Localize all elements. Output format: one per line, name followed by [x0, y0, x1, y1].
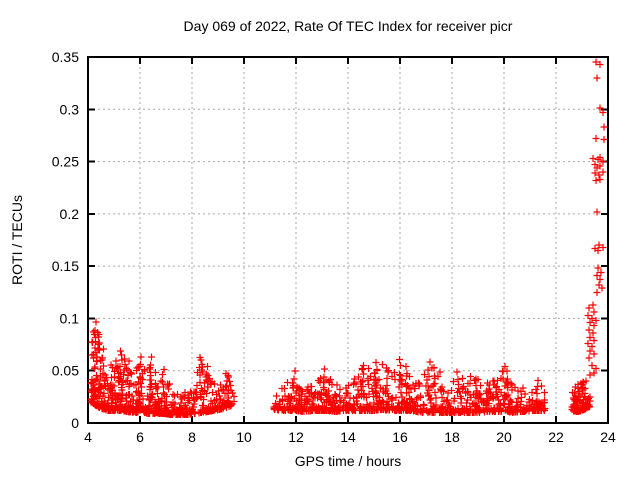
- x-tick-label: 18: [444, 429, 460, 445]
- y-tick-label: 0.2: [60, 206, 80, 222]
- x-tick-label: 8: [188, 429, 196, 445]
- x-tick-label: 4: [84, 429, 92, 445]
- y-tick-label: 0.1: [60, 310, 80, 326]
- y-tick-label: 0.35: [52, 49, 79, 65]
- x-tick-label: 22: [548, 429, 564, 445]
- x-tick-label: 12: [288, 429, 304, 445]
- grid-layer: [88, 57, 608, 423]
- tick-label-layer: 4 6 8 10 12 14 16 18 20 22 24 0 0.05 0.1 0.15 0.2 0.25 0.…: [52, 49, 616, 445]
- tick-layer: [87, 56, 609, 424]
- y-tick-label: 0.15: [52, 258, 79, 274]
- y-tick-label: 0.3: [60, 101, 80, 117]
- x-tick-label: 10: [236, 429, 252, 445]
- roti-data-points: [87, 58, 608, 418]
- points-layer: [87, 58, 608, 418]
- x-tick-label: 20: [496, 429, 512, 445]
- x-axis-label: GPS time / hours: [295, 453, 402, 469]
- chart-title: Day 069 of 2022, Rate Of TEC Index for r…: [184, 18, 513, 34]
- y-tick-label: 0: [71, 415, 79, 431]
- y-axis-label: ROTI / TECUs: [9, 195, 25, 285]
- y-tick-label: 0.25: [52, 154, 79, 170]
- x-tick-label: 14: [340, 429, 356, 445]
- x-tick-label: 16: [392, 429, 408, 445]
- x-tick-label: 6: [136, 429, 144, 445]
- x-tick-label: 24: [600, 429, 616, 445]
- y-tick-label: 0.05: [52, 363, 79, 379]
